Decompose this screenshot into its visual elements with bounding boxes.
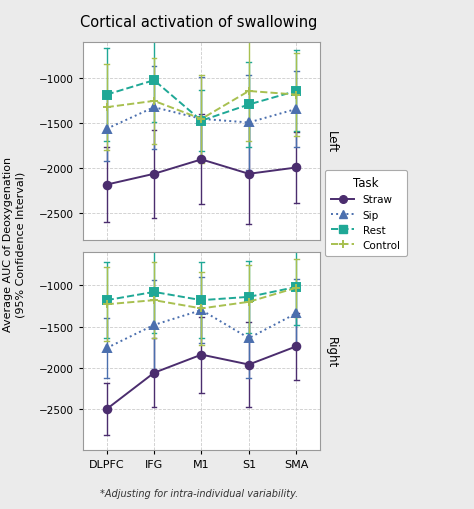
Text: Left: Left [325, 131, 337, 153]
Legend: Straw, Sip, Rest, Control: Straw, Sip, Rest, Control [325, 171, 407, 257]
Text: *Adjusting for intra-individual variability.: *Adjusting for intra-individual variabil… [100, 488, 298, 498]
Text: Average AUC of Deoxygenation
(95% Confidence Interval): Average AUC of Deoxygenation (95% Confid… [3, 157, 25, 332]
Text: Cortical activation of swallowing: Cortical activation of swallowing [81, 15, 318, 30]
Text: Right: Right [325, 336, 337, 367]
